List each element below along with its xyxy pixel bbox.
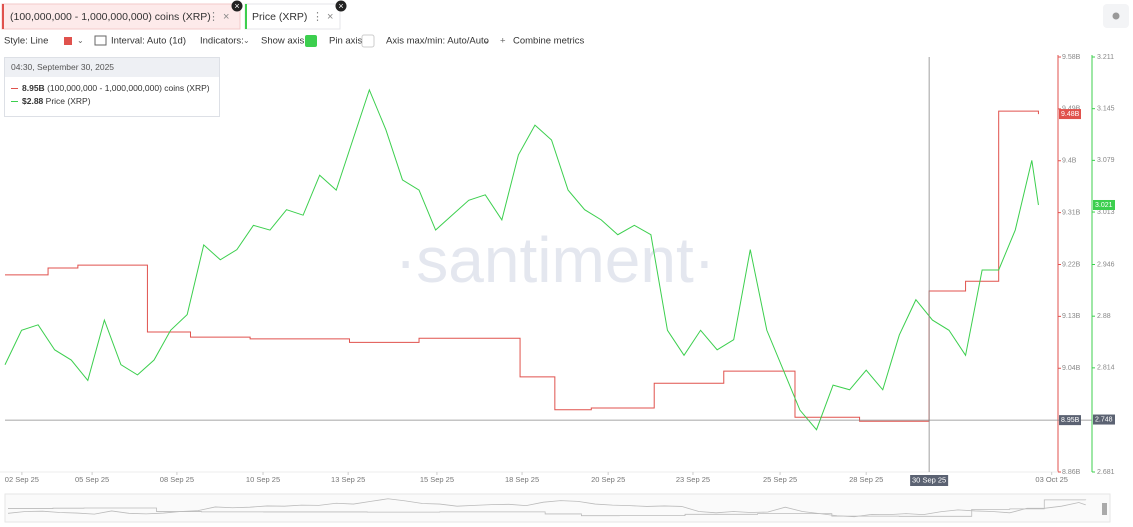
navigator-handle[interactable] (1102, 503, 1107, 515)
navigator-line (8, 499, 1087, 517)
remove-button[interactable] (335, 0, 347, 12)
remove-icon: × (234, 1, 239, 11)
tab-close[interactable]: × (223, 11, 229, 23)
checkbox[interactable] (361, 34, 375, 48)
x-tick-label: 02 Sep 25 (5, 475, 39, 484)
y-tick-label: 9.4B (1062, 158, 1077, 165)
tooltip-swatch (11, 101, 18, 103)
y-tick-label: 9.58B (1062, 54, 1081, 61)
y2-tick-label: 3.079 (1097, 157, 1115, 164)
y2-tick-label: 2.681 (1097, 469, 1115, 476)
tooltip-value: $2.88 (22, 96, 44, 106)
crosshair-x-box (910, 475, 949, 486)
tooltip-header: 04:30, September 30, 2025 (5, 58, 219, 77)
x-tick-label: 20 Sep 25 (591, 475, 625, 484)
y-tick-label: 9.22B (1062, 261, 1081, 268)
remove-button[interactable] (231, 0, 243, 12)
y2-tick-label: 3.013 (1097, 209, 1115, 216)
last-value-box (1059, 109, 1081, 120)
tab-menu[interactable]: ⋮ (208, 11, 219, 23)
toolbar-item[interactable]: Style: Line (4, 36, 48, 47)
y-tick-label: 9.13B (1062, 313, 1081, 320)
x-tick-label: 13 Sep 25 (331, 475, 365, 484)
chevron: ⌄ (483, 36, 490, 45)
crosshair-y-label: 8.95B (1061, 417, 1080, 424)
calendar-icon (94, 35, 107, 46)
navigator[interactable] (4, 493, 1111, 523)
x-tick-label: 05 Sep 25 (75, 475, 109, 484)
settings-icon (1112, 12, 1120, 20)
tab-label: Price (XRP) (252, 11, 307, 23)
chevron: ⌄ (243, 36, 250, 45)
crosshair-y2-box (1093, 414, 1115, 425)
tab-menu[interactable]: ⋮ (312, 11, 323, 23)
tooltip-name: (100,000,000 - 1,000,000,000) coins (XRP… (47, 83, 210, 93)
crosshair-y2-label: 2.748 (1095, 416, 1113, 423)
tab-close[interactable]: × (327, 11, 333, 23)
x-tick-label: 25 Sep 25 (763, 475, 797, 484)
y2-tick-label: 3.145 (1097, 106, 1115, 113)
x-tick-label: 23 Sep 25 (676, 475, 710, 484)
tooltip-swatch (11, 88, 18, 90)
tooltip-row: 8.95B (100,000,000 - 1,000,000,000) coin… (5, 77, 219, 93)
toolbar-item[interactable]: Pin axis (329, 36, 363, 47)
toolbar-item[interactable]: Interval: Auto (1d) (111, 36, 186, 47)
toolbar-item[interactable]: Axis max/min: Auto/Auto (386, 36, 489, 47)
x-tick-label: 15 Sep 25 (420, 475, 454, 484)
last-value-box (1093, 199, 1115, 210)
x-tick-label: 18 Sep 25 (505, 475, 539, 484)
tab[interactable] (1, 3, 241, 30)
tooltip-name: Price (XRP) (45, 96, 91, 106)
x-tick-label: 03 Oct 25 (1035, 475, 1068, 484)
tab-accent (245, 4, 247, 29)
last-value-label: 9.48B (1061, 111, 1080, 118)
tab[interactable] (244, 3, 341, 30)
series-line (4, 88, 1039, 431)
y2-tick-label: 2.88 (1097, 313, 1111, 320)
x-tick-label: 10 Sep 25 (246, 475, 280, 484)
crosshair-x-label: 30 Sep 25 (912, 475, 946, 484)
toolbar-item[interactable]: Show axis (261, 36, 305, 47)
navigator-line (7, 498, 1086, 518)
y2-tick-label: 2.814 (1097, 365, 1115, 372)
toolbar-item[interactable]: Combine metrics (513, 36, 585, 47)
plus-icon: + (500, 36, 506, 47)
y-tick-label: 8.86B (1062, 469, 1081, 476)
color-swatch[interactable] (64, 37, 72, 45)
tooltip-row: $2.88 Price (XRP) (5, 93, 219, 106)
tab-label: (100,000,000 - 1,000,000,000) coins (XRP… (10, 11, 211, 23)
toolbar-item[interactable]: Indicators: (200, 36, 244, 47)
y-tick-label: 9.04B (1062, 365, 1081, 372)
crosshair-y-box (1059, 415, 1081, 426)
y2-tick-label: 2.946 (1097, 261, 1115, 268)
tooltip-value: 8.95B (22, 83, 45, 93)
checkbox-checked[interactable] (305, 35, 317, 47)
remove-icon: × (338, 1, 343, 11)
chevron: ⌄ (77, 36, 84, 45)
last-value-label: 3.021 (1095, 202, 1113, 209)
tooltip: 04:30, September 30, 2025 8.95B (100,000… (4, 57, 220, 117)
x-tick-label: 08 Sep 25 (160, 475, 194, 484)
tab-accent (2, 4, 4, 29)
y2-tick-label: 3.211 (1097, 54, 1114, 61)
x-tick-label: 28 Sep 25 (849, 475, 883, 484)
y-tick-label: 9.31B (1062, 209, 1081, 216)
watermark: ·santiment· (395, 224, 715, 296)
